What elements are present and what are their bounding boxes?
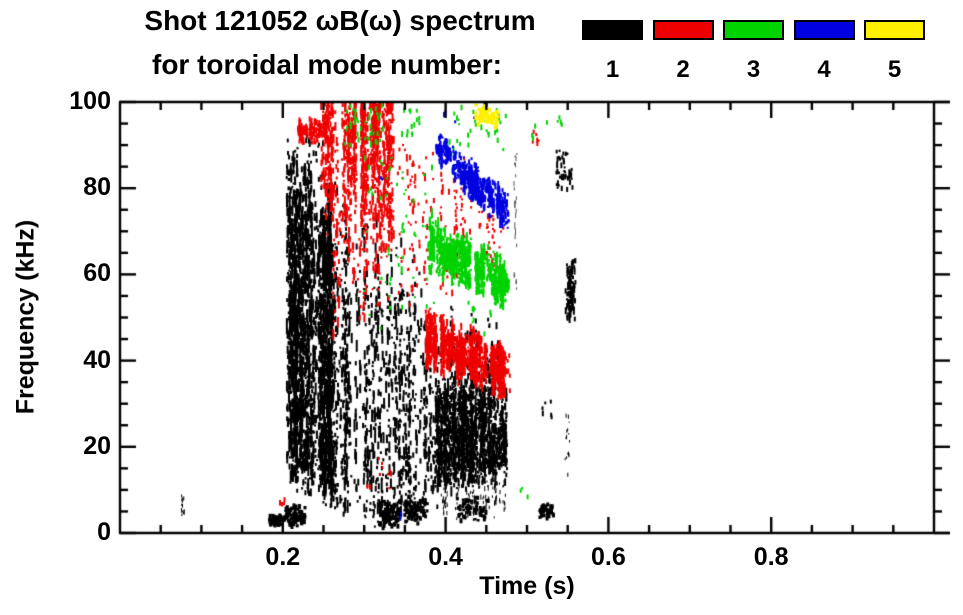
x-tick-label: 0.2 bbox=[265, 543, 301, 571]
x-tick-label: 0.6 bbox=[591, 543, 626, 571]
legend-swatch-mode-5 bbox=[864, 20, 925, 40]
legend-swatch-mode-2 bbox=[652, 20, 714, 40]
legend-swatch-mode-3 bbox=[723, 20, 784, 40]
legend-swatch-mode-4 bbox=[793, 20, 855, 40]
y-tick-label: 20 bbox=[83, 431, 111, 460]
legend-label-mode-4: 4 bbox=[817, 56, 831, 83]
legend-label-mode-1: 1 bbox=[605, 56, 620, 83]
y-tick-label: 80 bbox=[83, 173, 111, 202]
legend-label-mode-2: 2 bbox=[676, 56, 690, 83]
x-tick-label: 0.8 bbox=[753, 543, 789, 571]
y-tick-label: 40 bbox=[83, 345, 111, 374]
y-tick-label: 60 bbox=[83, 259, 111, 288]
mode-number-legend: 1 2 3 4 5 bbox=[0, 0, 963, 100]
x-tick-label: 0.4 bbox=[428, 543, 463, 571]
y-tick-label: 0 bbox=[97, 517, 111, 546]
chart-subtitle: for toroidal mode number: bbox=[152, 49, 502, 80]
x-axis-title: Time (s) bbox=[479, 572, 575, 600]
legend-label-mode-3: 3 bbox=[746, 56, 761, 83]
chart-title: Shot 121052 ωB(ω) spectrum bbox=[144, 5, 536, 36]
legend-label-mode-5: 5 bbox=[887, 56, 902, 83]
y-tick-label: 100 bbox=[69, 86, 111, 115]
legend-swatch-mode-1 bbox=[582, 20, 643, 40]
